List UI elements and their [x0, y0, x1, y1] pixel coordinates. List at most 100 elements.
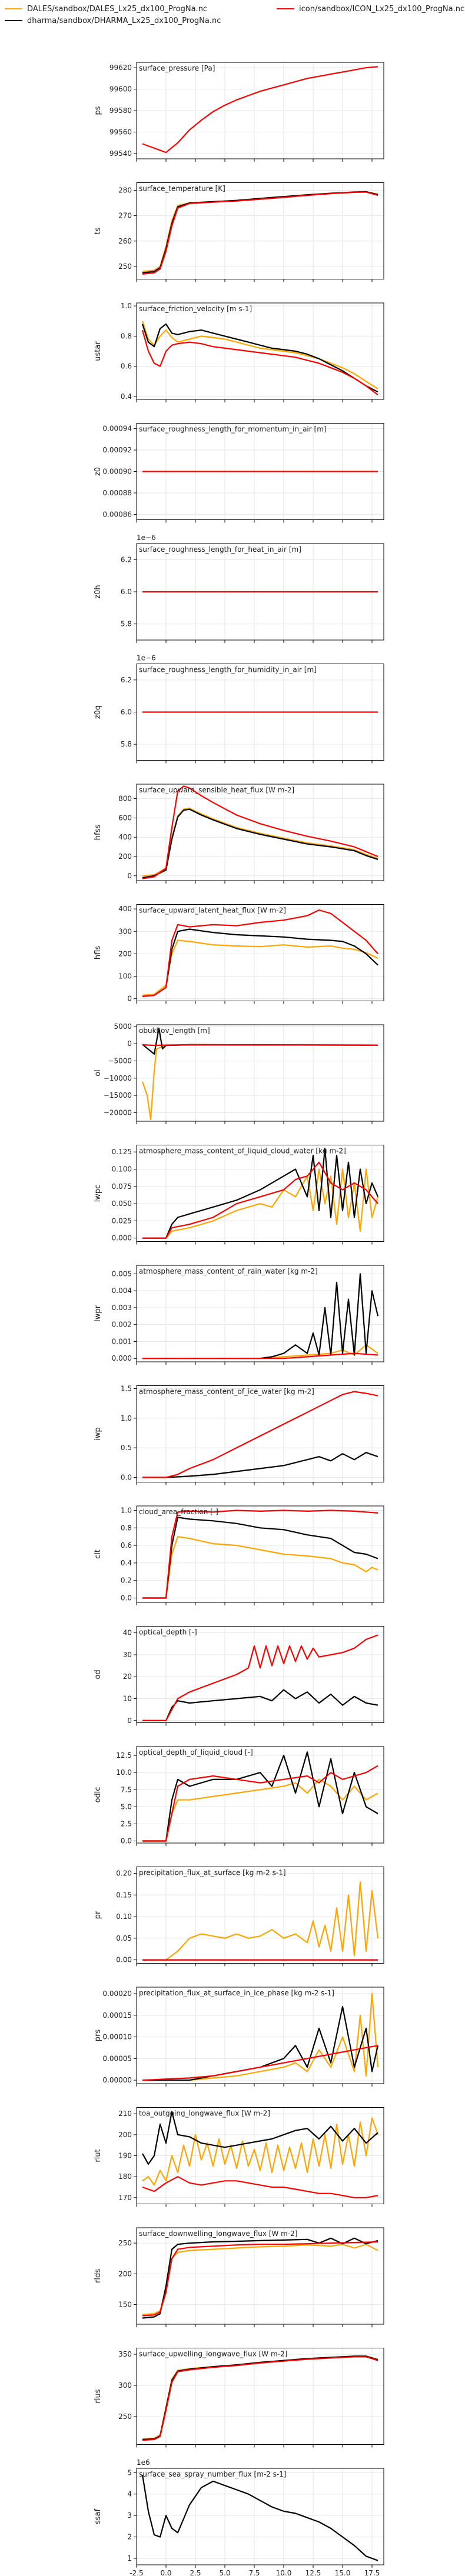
series-line [142, 1273, 379, 1359]
y-tick-label: 170 [118, 2194, 132, 2202]
series-line [142, 2176, 378, 2198]
series-line [142, 66, 378, 154]
y-axis-label: rlus [94, 2389, 102, 2403]
y-tick-label: 5.8 [121, 740, 132, 748]
y-axis-label: hfls [94, 946, 102, 959]
subplot-lwpr: 0.000 0.001 0.002 0.003 0.004 0.005 atmosphere… [94, 1265, 384, 1365]
legend-label-icon: icon/sandbox/ICON_Lx25_dx100_ProgNa.nc [299, 4, 465, 14]
y-tick-label: 270 [118, 212, 132, 220]
y-tick-label: 0.5 [121, 1444, 132, 1452]
y-tick-label: 99540 [109, 149, 132, 158]
series-line [142, 1391, 378, 1478]
y-tick-label: 280 [118, 186, 132, 194]
y-tick-label: 0.05 [116, 1934, 132, 1942]
series-line [142, 1148, 379, 1239]
axes-frame [136, 302, 384, 400]
y-tick-label: 99620 [109, 64, 132, 72]
series-line [141, 2474, 378, 2561]
y-tick-label: 1.0 [121, 1414, 132, 1422]
subplot-z0h: 5.8 6.0 6.2 1e−6 surface_roughness_length_fo… [94, 534, 384, 643]
y-axis-label: odlc [94, 1787, 102, 1803]
y-tick-label: 150 [118, 2301, 132, 2309]
x-tick-label: 7.5 [248, 2569, 260, 2576]
y-axis-label: pr [94, 1911, 102, 1919]
series-line [142, 1689, 378, 1721]
series-line [142, 808, 378, 879]
y-tick-label: 180 [118, 2172, 132, 2181]
y-tick-label: 0.001 [112, 1337, 132, 1345]
subplot-title: surface_friction_velocity [m s-1] [139, 305, 252, 313]
y-tick-label: 12.5 [116, 1751, 132, 1759]
subplot-pr: 0.00 0.05 0.10 0.15 0.20 precipitation_flux_a… [94, 1867, 384, 1967]
y-tick-label: 210 [118, 2110, 132, 2118]
subplot-title: surface_roughness_length_for_momentum_in… [139, 425, 327, 434]
series-line [142, 1634, 378, 1721]
y-tick-label: 5.0 [121, 1802, 132, 1811]
y-tick-label: 0.20 [116, 1869, 132, 1878]
series-line [142, 1161, 378, 1239]
axes-frame [136, 1385, 384, 1482]
axes-frame [136, 1024, 384, 1122]
y-tick-label: 4 [127, 2490, 132, 2498]
y-tick-label: 0.00092 [102, 446, 132, 454]
subplot-clt: 0.0 0.2 0.4 0.6 0.8 1.0 cloud_area_fraction [-… [94, 1505, 384, 1605]
y-axis-label: ts [94, 227, 102, 234]
subplot-title: surface_roughness_length_for_heat_in_air… [139, 545, 301, 554]
y-tick-label: 5 [127, 2468, 132, 2477]
y-axis-label: rlds [94, 2269, 102, 2283]
axes-frame [136, 2468, 384, 2565]
subplot-ts: 250 260 270 280 surface_temperature [K] ts [94, 182, 384, 282]
series-line [142, 2045, 378, 2081]
y-axis-label: hfss [94, 825, 102, 841]
y-tick-label: 99600 [109, 85, 132, 94]
subplot-title: surface_upwelling_longwave_flux [W m-2] [139, 2350, 287, 2358]
y-tick-label: 350 [118, 2350, 132, 2358]
subplot-title: surface_pressure [Pa] [139, 64, 215, 72]
y-axis-label: z0h [94, 585, 102, 598]
axes-frame [136, 182, 384, 279]
y-exponent: 1e−6 [137, 534, 156, 542]
axes-frame [136, 1265, 384, 1362]
series-line [142, 785, 378, 879]
series-line [141, 323, 378, 393]
subplot-hfss: 0 200 400 600 800 surface_upward_sensible_hea… [94, 784, 384, 884]
subplot-prs: 0.00000 0.00005 0.00010 0.00015 0.00020 preci… [94, 1987, 384, 2087]
y-tick-label: −15000 [104, 1091, 132, 1099]
y-tick-label: 200 [118, 949, 132, 958]
subplot-od: 0 10 20 30 40 optical_depth [-] od [94, 1626, 384, 1726]
y-tick-label: 300 [118, 2381, 132, 2390]
axes-frame [136, 1867, 384, 1964]
legend-swatch-dales [5, 8, 22, 9]
series-line [142, 1765, 378, 1842]
subplot-title: surface_sea_spray_number_flux [m-2 s-1] [139, 2470, 287, 2478]
legend-item-dales: DALES/sandbox/DALES_Lx25_dx100_ProgNa.nc [5, 4, 207, 14]
legend-swatch-dharma [5, 20, 22, 21]
y-tick-label: 250 [118, 2239, 132, 2247]
y-tick-label: 0.6 [121, 362, 132, 371]
series-line [142, 2117, 379, 2186]
series-line [142, 1751, 378, 1842]
y-tick-label: 0.00010 [102, 2033, 132, 2041]
series-line [142, 1536, 378, 1599]
axes-frame [136, 1746, 384, 1844]
subplot-title: toa_outgoing_longwave_flux [W m-2] [139, 2110, 270, 2118]
y-tick-label: 0.000 [112, 1234, 132, 1242]
y-tick-label: 0 [127, 1717, 132, 1725]
y-tick-label: 250 [118, 262, 132, 271]
x-tick-label: 5.0 [219, 2569, 230, 2576]
y-tick-label: 0.15 [116, 1891, 132, 1899]
y-tick-label: 260 [118, 237, 132, 245]
y-tick-label: 3 [127, 2511, 132, 2520]
subplot-title: optical_depth [-] [139, 1628, 197, 1637]
y-tick-label: 0.8 [121, 332, 132, 340]
legend-label-dharma: dharma/sandbox/DHARMA_Lx25_dx100_ProgNa.… [27, 16, 221, 25]
y-tick-label: 0.10 [116, 1912, 132, 1921]
legend-label-dales: DALES/sandbox/DALES_Lx25_dx100_ProgNa.nc [27, 4, 208, 14]
y-tick-label: 0.050 [112, 1199, 132, 1208]
y-axis-label: clt [94, 1549, 102, 1559]
y-tick-label: 0.00094 [102, 425, 132, 433]
series-line [142, 2111, 378, 2165]
series-line [142, 1509, 378, 1599]
subplot-title: surface_upward_latent_heat_flux [W m-2] [139, 907, 286, 915]
axes-frame [136, 62, 384, 159]
